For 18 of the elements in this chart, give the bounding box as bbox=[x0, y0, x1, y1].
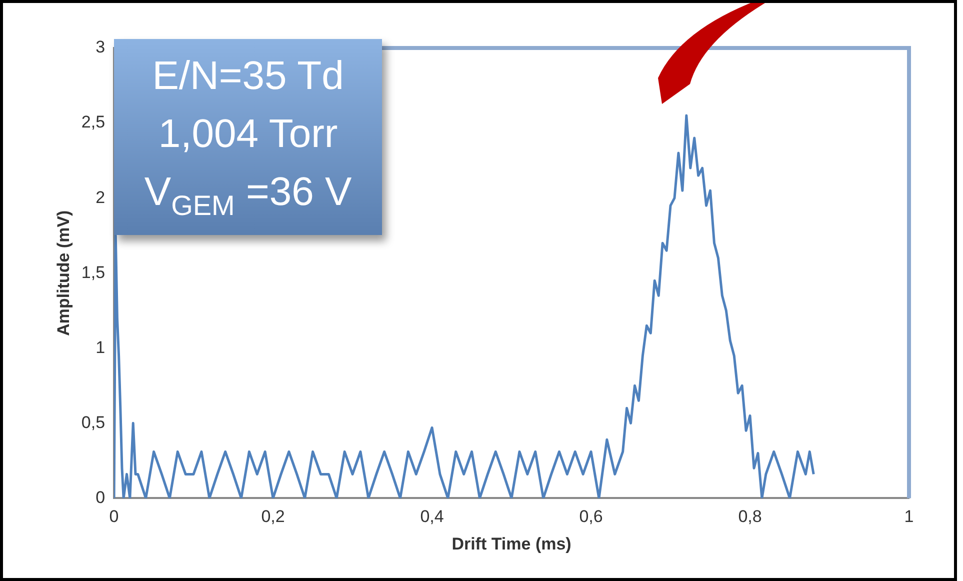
y-tick-label: 1,5 bbox=[81, 262, 106, 282]
x-tick-label: 0,2 bbox=[261, 507, 285, 526]
y-axis-title: Amplitude (mV) bbox=[54, 210, 73, 336]
x-tick-label: 0,8 bbox=[738, 507, 762, 526]
x-tick-label: 0,4 bbox=[420, 507, 444, 526]
x-tick-label: 1 bbox=[904, 507, 914, 526]
annotation: E/N=35 Td bbox=[151, 53, 345, 100]
x-tick-label: 0 bbox=[109, 507, 119, 526]
y-tick-label: 2 bbox=[96, 188, 106, 207]
y-tick-label: 0,5 bbox=[81, 412, 106, 432]
y-tick-label: 3 bbox=[96, 38, 106, 57]
annotation: 1,004 Torr bbox=[157, 111, 339, 158]
y-tick-label: 1 bbox=[96, 338, 106, 357]
x-axis-title: Drift Time (ms) bbox=[452, 534, 572, 554]
y-tick-label: 0 bbox=[96, 488, 106, 507]
annotation: V$_{GEM}$ =36 V bbox=[143, 169, 353, 221]
y-tick-label: 2,5 bbox=[81, 112, 106, 132]
x-tick-label: 0,6 bbox=[579, 507, 603, 526]
